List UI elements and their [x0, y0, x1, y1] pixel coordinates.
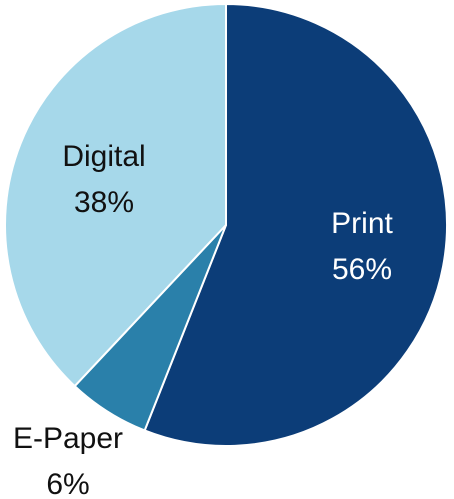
- slice-label-print: Print: [331, 207, 393, 240]
- slice-value-e-paper: 6%: [46, 468, 89, 499]
- slice-labels: Print 56% E-Paper 6% Digital 38%: [13, 140, 394, 499]
- slice-value-digital: 38%: [74, 186, 134, 219]
- pie-slice-print: [143, 3, 448, 447]
- slice-label-e-paper: E-Paper: [13, 422, 123, 455]
- slice-value-print: 56%: [332, 253, 392, 286]
- pie-slice-digital: [4, 3, 227, 388]
- pie-slices: [4, 3, 448, 447]
- slice-label-digital: Digital: [62, 140, 145, 173]
